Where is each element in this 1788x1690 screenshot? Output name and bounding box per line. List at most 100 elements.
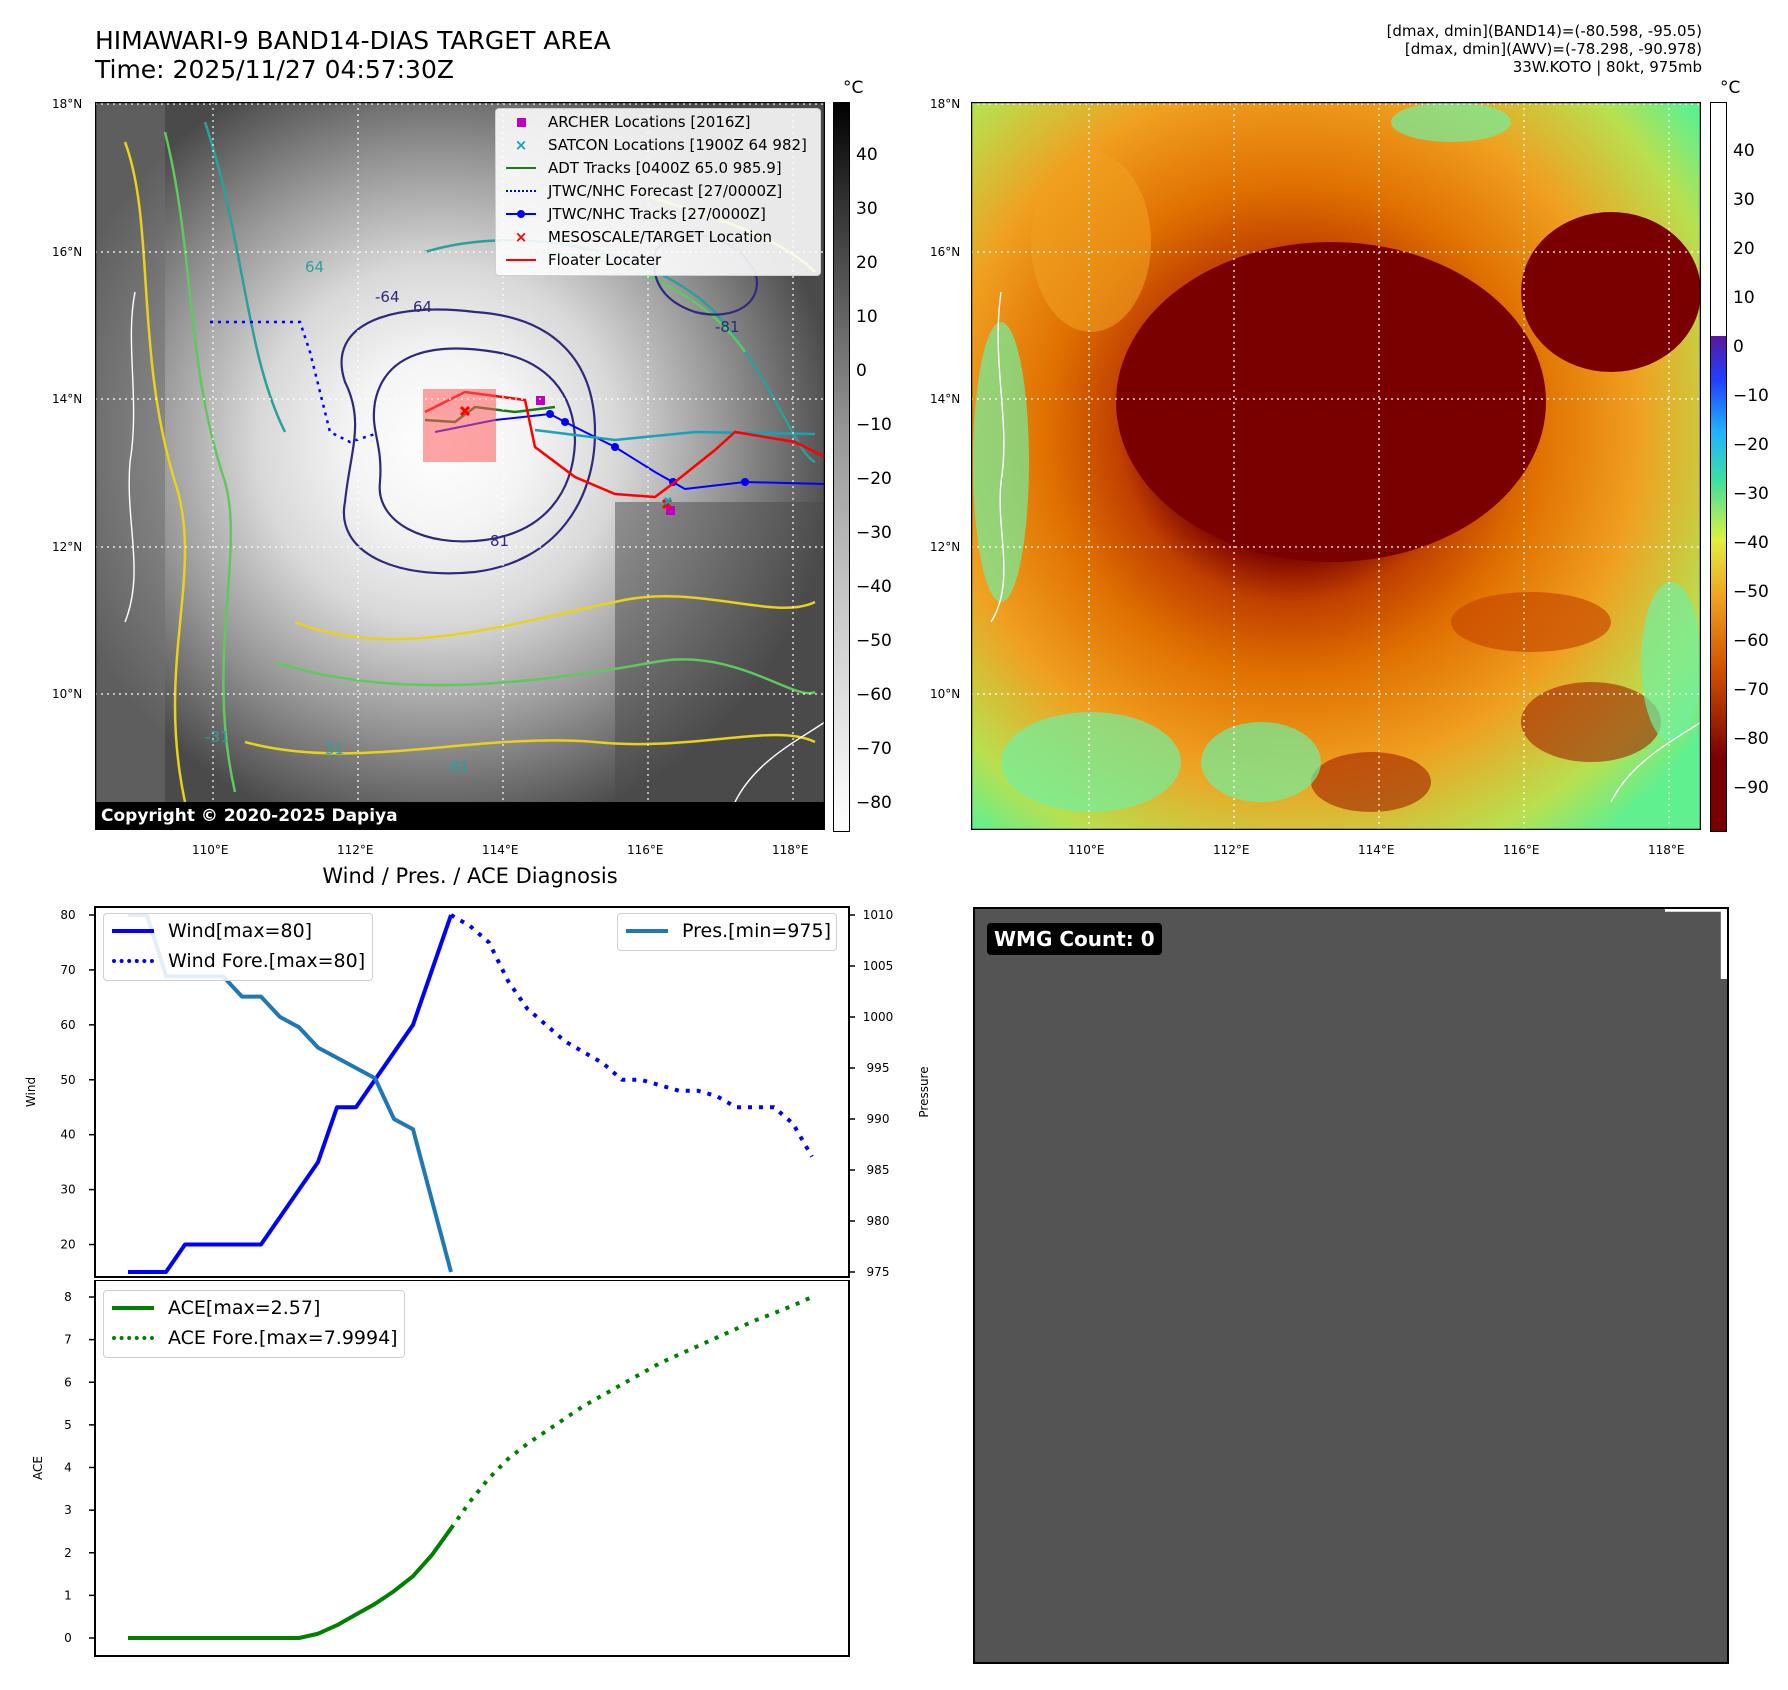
lon-tick: 112°E [337, 843, 374, 857]
colorbar-tick: −80 [1733, 729, 1769, 749]
legend-item-ace: ACE[max=2.57] [112, 1297, 320, 1319]
wind-forecast-series-line [449, 913, 814, 1158]
ace-tick-label: 0 [64, 1631, 72, 1645]
contour-label: 64 [305, 258, 324, 276]
ace-series-line [128, 1527, 453, 1640]
wind-tick-label: 30 [60, 1183, 75, 1197]
colorbar-tick: −30 [856, 523, 892, 543]
info-line-3: 33W.KOTO | 80kt, 975mb [1512, 58, 1702, 76]
contour-label: 31 [325, 740, 344, 758]
pressure-tick-label: 1005 [863, 959, 894, 973]
x-marker-icon: × [514, 228, 528, 246]
lon-tick: 116°E [627, 843, 664, 857]
lon-tick: 114°E [1358, 843, 1395, 857]
legend-item-satcon: × SATCON Locations [1900Z 64 982] [506, 136, 807, 154]
contour-label: -64 [375, 288, 400, 306]
wind-left-ticks: 20 30 40 50 60 70 80 [60, 908, 95, 1252]
legend-label: ARCHER Locations [2016Z] [548, 113, 751, 131]
wind-tick-label: 70 [60, 963, 75, 977]
ace-tick-label: 4 [64, 1461, 72, 1475]
colorbar-tick: 0 [1733, 337, 1744, 357]
legend-item-floater: Floater Locater [506, 251, 661, 269]
ace-tick-label: 8 [64, 1290, 72, 1304]
colorbar-tick: −60 [856, 685, 892, 705]
colorbar-tick: −30 [1733, 484, 1769, 504]
wind-tick-label: 60 [60, 1018, 75, 1032]
diagnosis-chart-title: Wind / Pres. / ACE Diagnosis [322, 864, 618, 888]
legend-label: ACE Fore.[max=7.9994] [168, 1327, 398, 1349]
colorbar-tick: −60 [1733, 631, 1769, 651]
lon-tick: 118°E [1648, 843, 1685, 857]
colorbar-tick: 30 [1733, 190, 1755, 210]
colorbar-tick: 40 [856, 145, 878, 165]
ace-forecast-series-line [449, 1295, 813, 1530]
wmg-count-badge: WMG Count: 0 [987, 923, 1162, 955]
ace-tick-label: 5 [64, 1418, 72, 1432]
colorbar-tick: −10 [1733, 386, 1769, 406]
lon-tick: 116°E [1503, 843, 1540, 857]
wmg-panel-corner [1665, 909, 1727, 979]
colorbar-tick: −20 [1733, 435, 1769, 455]
pressure-tick-label: 995 [867, 1061, 890, 1075]
wind-tick-label: 40 [60, 1128, 75, 1142]
lat-tick: 16°N [930, 245, 961, 259]
contour-label: 81 [490, 532, 509, 550]
lat-tick: 16°N [52, 245, 83, 259]
copyright-banner: Copyright © 2020-2025 Dapiya [95, 802, 825, 830]
contour-label: -81 [715, 318, 740, 336]
title-line-1: HIMAWARI-9 BAND14-DIAS TARGET AREA [95, 26, 611, 55]
pressure-right-ticks: 975 980 985 990 995 1000 1005 1010 [849, 908, 893, 1279]
colorbar-tick: 0 [856, 361, 867, 381]
info-line-1: [dmax, dmin](BAND14)=(-80.598, -95.05) [1386, 22, 1702, 40]
pressure-tick-label: 1000 [863, 1010, 894, 1024]
colorbar-tick: 10 [1733, 288, 1755, 308]
awv-map-panel [969, 100, 1703, 832]
legend-label: Wind Fore.[max=80] [168, 950, 366, 972]
square-marker-icon [506, 113, 536, 131]
contour-label: -81 [445, 758, 470, 776]
lat-tick: 12°N [930, 540, 961, 554]
stats-info: [dmax, dmin](BAND14)=(-80.598, -95.05) [… [1387, 22, 1702, 76]
ace-legend: ACE[max=2.57] ACE Fore.[max=7.9994] [103, 1290, 405, 1358]
pressure-tick-label: 1010 [863, 908, 894, 922]
legend-item-archer: ARCHER Locations [2016Z] [506, 113, 751, 131]
title-line-2: Time: 2025/11/27 04:57:30Z [95, 55, 454, 84]
ir-map-panel: 64 81 -64 -81 -31 31 64 -81 ARCHER Locat… [93, 100, 827, 832]
wmg-panel: WMG Count: 0 [973, 907, 1729, 1664]
colorbar-tick: −50 [1733, 582, 1769, 602]
lat-tick: 10°N [930, 687, 961, 701]
lon-tick: 110°E [1068, 843, 1105, 857]
lat-tick: 10°N [52, 687, 83, 701]
legend-label: JTWC/NHC Forecast [27/0000Z] [548, 182, 783, 200]
lon-tick: 118°E [772, 843, 809, 857]
legend-label: SATCON Locations [1900Z 64 982] [548, 136, 807, 154]
legend-label: ACE[max=2.57] [168, 1297, 321, 1319]
solid-line-icon [626, 929, 668, 933]
colorbar-tick: −20 [856, 469, 892, 489]
line-marker-icon [506, 167, 536, 169]
ace-tick-label: 1 [64, 1588, 72, 1602]
colorbar-tick: −40 [1733, 533, 1769, 553]
legend-item-adt: ADT Tracks [0400Z 65.0 985.9] [506, 159, 782, 177]
dotted-line-icon [112, 959, 154, 963]
pressure-axis-label: Pressure [917, 1066, 931, 1117]
solid-line-icon [112, 1306, 154, 1310]
awv-colorbar [1710, 102, 1727, 832]
figure-title: HIMAWARI-9 BAND14-DIAS TARGET AREA Time:… [95, 26, 611, 84]
line-dot-icon [506, 210, 536, 218]
legend-item-jtwc-forecast: JTWC/NHC Forecast [27/0000Z] [506, 182, 782, 200]
legend-item-jtwc-tracks: JTWC/NHC Tracks [27/0000Z] [506, 205, 766, 223]
ace-chart: 0 1 2 3 4 5 6 7 8 ACE [31, 1280, 850, 1657]
colorbar-tick: −90 [1733, 778, 1769, 798]
colorbar-tick: 10 [856, 307, 878, 327]
legend-label: MESOSCALE/TARGET Location [548, 228, 773, 246]
colorbar-tick: −10 [856, 415, 892, 435]
wind-legend: Wind[max=80] Wind Fore.[max=80] [103, 913, 373, 981]
ace-tick-label: 6 [64, 1375, 72, 1389]
legend-label: ADT Tracks [0400Z 65.0 985.9] [548, 159, 782, 177]
dotted-line-icon [112, 1336, 154, 1340]
legend-label: JTWC/NHC Tracks [27/0000Z] [548, 205, 766, 223]
dotted-line-icon [506, 190, 536, 192]
lon-tick: 114°E [482, 843, 519, 857]
wind-tick-label: 50 [60, 1073, 75, 1087]
